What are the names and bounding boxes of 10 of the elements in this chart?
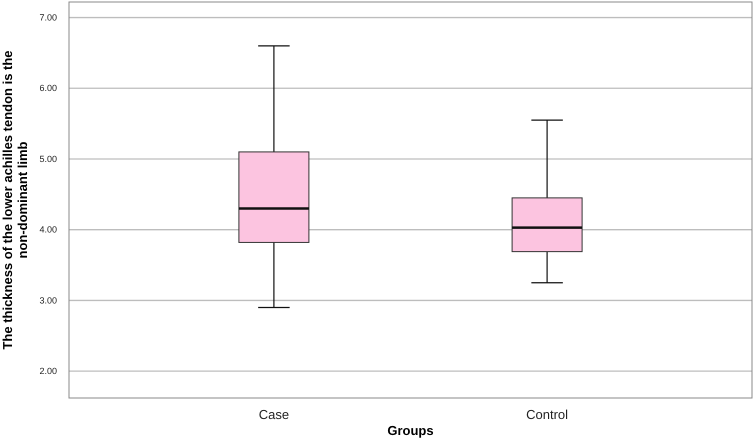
x-tick-label: Control bbox=[526, 407, 568, 422]
y-tick-label: 7.00 bbox=[39, 12, 57, 22]
y-tick-label: 3.00 bbox=[39, 295, 57, 306]
y-tick-label: 4.00 bbox=[39, 224, 57, 235]
y-tick-label: 2.00 bbox=[39, 366, 57, 376]
y-tick-label: 6.00 bbox=[39, 83, 57, 94]
x-axis-title: Groups bbox=[387, 423, 434, 438]
x-tick-label: Case bbox=[258, 407, 290, 422]
y-axis-title: The thickness of the lower achilles tendon is the non-dominant limb bbox=[0, 50, 30, 350]
y-tick-label: 5.00 bbox=[39, 154, 57, 164]
